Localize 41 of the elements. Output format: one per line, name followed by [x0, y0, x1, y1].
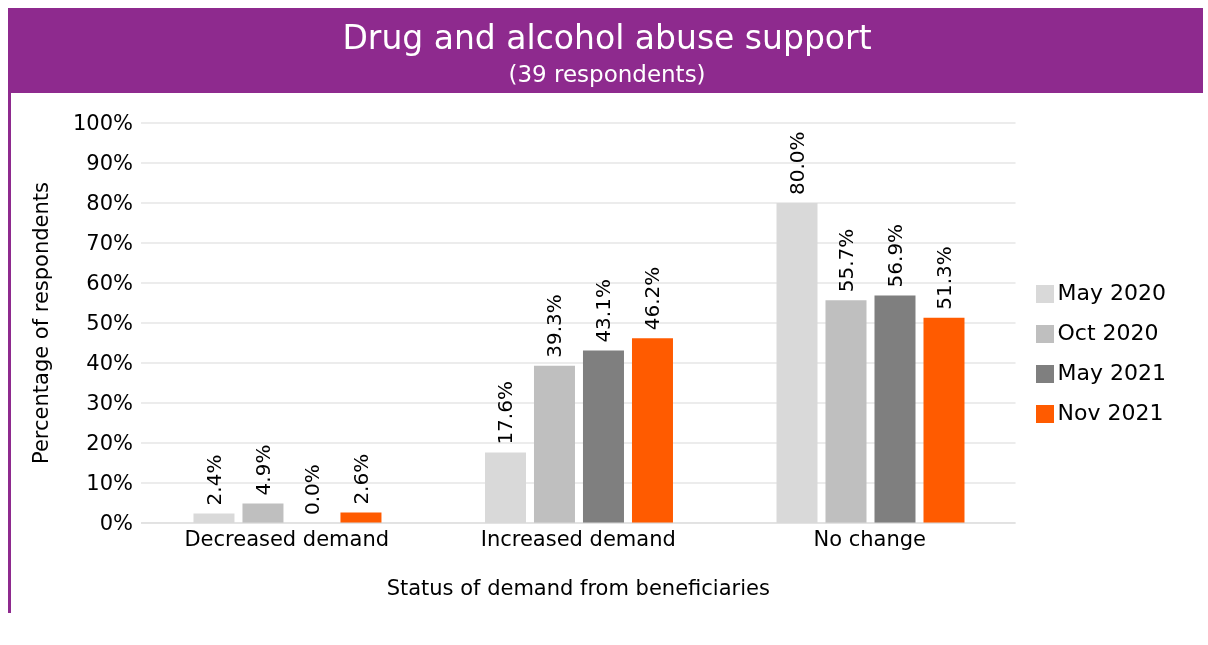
y-tick-label: 60%: [86, 271, 133, 296]
legend-label: Nov 2021: [1057, 400, 1164, 425]
data-label: 4.9%: [250, 444, 275, 496]
bar: [533, 365, 575, 523]
bar: [923, 317, 965, 523]
y-tick-label: 80%: [86, 191, 133, 216]
x-axis-title: Status of demand from beneficiaries: [386, 576, 770, 600]
y-tick-label: 100%: [72, 111, 133, 136]
data-label: 2.6%: [348, 453, 373, 505]
x-tick-label: No change: [813, 526, 927, 551]
data-label: 80.0%: [784, 131, 809, 195]
y-axis-title: Percentage of respondents: [29, 182, 54, 464]
bar: [582, 350, 624, 523]
y-tick-label: 30%: [86, 391, 133, 416]
bar: [631, 338, 673, 523]
data-label: 2.4%: [201, 454, 226, 506]
y-tick-label: 70%: [86, 231, 133, 256]
chart-subtitle: (39 respondents): [507, 61, 707, 87]
y-tick-label: 10%: [86, 471, 133, 496]
y-tick-label: 0%: [99, 511, 133, 536]
y-tick-label: 20%: [86, 431, 133, 456]
y-tick-label: 40%: [86, 351, 133, 376]
y-tick-label: 50%: [86, 311, 133, 336]
y-tick-label: 90%: [86, 151, 133, 176]
bar: [242, 503, 284, 523]
bar: [874, 295, 916, 523]
bar: [825, 300, 867, 523]
data-label: 55.7%: [833, 228, 858, 293]
legend-label: Oct 2020: [1057, 320, 1159, 345]
data-label: 43.1%: [591, 279, 616, 343]
data-label: 39.3%: [542, 294, 567, 358]
data-label: 17.6%: [493, 381, 518, 445]
chart-title: Drug and alcohol abuse support: [341, 18, 873, 57]
data-label: 51.3%: [931, 246, 956, 310]
x-tick-label: Decreased demand: [184, 526, 390, 551]
legend-label: May 2020: [1057, 280, 1166, 305]
data-label: 0.0%: [299, 464, 324, 515]
x-tick-label: Increased demand: [480, 526, 676, 551]
legend-label: May 2021: [1057, 360, 1166, 385]
data-label: 56.9%: [882, 223, 907, 288]
data-label: 46.2%: [640, 266, 665, 331]
